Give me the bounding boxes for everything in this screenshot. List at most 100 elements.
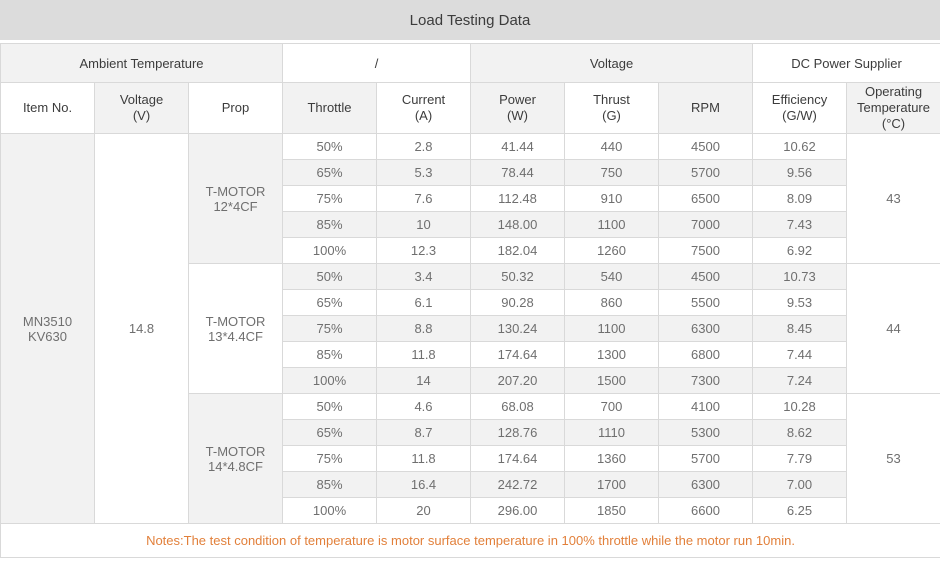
thrust-cell: 860: [564, 289, 659, 316]
thrust-cell: 910: [564, 185, 659, 212]
efficiency-cell: 9.53: [752, 289, 847, 316]
operating-temp-cell: 53: [845, 393, 940, 524]
power-cell: 130.24: [470, 315, 565, 342]
thrust-cell: 1500: [564, 367, 659, 394]
throttle-cell: 75%: [282, 315, 377, 342]
table-row: T-MOTOR 14*4.8CF 50% 4.6 68.08 700 4100 10.28 5…: [1, 393, 940, 524]
efficiency-cell: 8.62: [752, 419, 847, 446]
current-cell: 3.4: [376, 263, 471, 290]
rpm-cell: 5700: [658, 445, 753, 472]
efficiency-cell: 7.44: [752, 341, 847, 368]
thrust-cell: 1100: [564, 211, 659, 238]
current-cell: 2.8: [376, 133, 471, 160]
thrust-cell: 1260: [564, 237, 659, 264]
col-header-prop: Prop: [188, 82, 283, 134]
power-cell: 296.00: [470, 497, 565, 524]
efficiency-cell: 10.62: [752, 133, 847, 160]
throttle-cell: 75%: [282, 445, 377, 472]
throttle-cell: 85%: [282, 341, 377, 368]
efficiency-cell: 7.79: [752, 445, 847, 472]
page-title: Load Testing Data: [0, 0, 940, 40]
table-row: 75% 11.8 174.64 1360 5700 7.79: [1, 445, 940, 472]
throttle-cell: 65%: [282, 159, 377, 186]
table-row: 65% 5.3 78.44 750 5700 9.56: [1, 159, 940, 186]
efficiency-cell: 7.24: [752, 367, 847, 394]
throttle-cell: 65%: [282, 289, 377, 316]
rpm-cell: 7000: [658, 211, 753, 238]
throttle-cell: 50%: [282, 263, 377, 290]
rpm-cell: 6300: [658, 471, 753, 498]
group-header-dc-power-supplier: DC Power Supplier: [751, 43, 940, 83]
rpm-cell: 6600: [658, 497, 753, 524]
rpm-cell: 6300: [658, 315, 753, 342]
thrust-cell: 1100: [564, 315, 659, 342]
thrust-cell: 1110: [564, 419, 659, 446]
throttle-cell: 100%: [282, 367, 377, 394]
throttle-cell: 50%: [282, 393, 377, 420]
current-cell: 16.4: [376, 471, 471, 498]
power-cell: 174.64: [470, 341, 565, 368]
throttle-cell: 85%: [282, 471, 377, 498]
col-header-thrust: Thrust (G): [564, 82, 659, 134]
group-header-ambient-temperature: Ambient Temperature: [0, 43, 283, 83]
load-table-body: MN3510 KV630 14.8 T-MOTOR 12*4CF 50% 2.8 41.4…: [0, 133, 940, 524]
efficiency-cell: 10.73: [752, 263, 847, 290]
power-cell: 242.72: [470, 471, 565, 498]
power-cell: 148.00: [470, 211, 565, 238]
power-cell: 68.08: [470, 393, 565, 420]
prop-cell: T-MOTOR 13*4.4CF: [188, 263, 283, 394]
column-header-row: Item No. Voltage (V) Prop Throttle Curre…: [0, 82, 940, 134]
thrust-cell: 540: [564, 263, 659, 290]
table-row: 100% 12.3 182.04 1260 7500 6.92: [1, 237, 940, 264]
efficiency-cell: 7.00: [752, 471, 847, 498]
group-header-slash: /: [282, 43, 471, 83]
notes-row: Notes:The test condition of temperature …: [0, 523, 940, 558]
power-cell: 90.28: [470, 289, 565, 316]
efficiency-cell: 10.28: [752, 393, 847, 420]
notes-text: Notes:The test condition of temperature …: [0, 523, 940, 558]
table-row: 100% 20 296.00 1850 6600 6.25: [1, 497, 940, 524]
rpm-cell: 7500: [658, 237, 753, 264]
table-row: 85% 10 148.00 1100 7000 7.43: [1, 211, 940, 238]
rpm-cell: 4500: [658, 263, 753, 290]
power-cell: 128.76: [470, 419, 565, 446]
throttle-cell: 50%: [282, 133, 377, 160]
voltage-cell: 14.8: [94, 133, 189, 524]
thrust-cell: 1300: [564, 341, 659, 368]
table-row: MN3510 KV630 14.8 T-MOTOR 12*4CF 50% 2.8 41.4…: [0, 133, 940, 524]
thrust-cell: 440: [564, 133, 659, 160]
col-header-operating-temperature: Operating Temperature (°C): [845, 82, 940, 134]
col-header-item-no: Item No.: [0, 82, 95, 134]
thrust-cell: 700: [564, 393, 659, 420]
rpm-cell: 6800: [658, 341, 753, 368]
table-row: 65% 6.1 90.28 860 5500 9.53: [1, 289, 940, 316]
power-cell: 78.44: [470, 159, 565, 186]
current-cell: 11.8: [376, 445, 471, 472]
current-cell: 6.1: [376, 289, 471, 316]
power-cell: 207.20: [470, 367, 565, 394]
throttle-cell: 100%: [282, 497, 377, 524]
table-row: 100% 14 207.20 1500 7300 7.24: [1, 367, 940, 394]
col-header-power: Power (W): [470, 82, 565, 134]
operating-temp-cell: 43: [845, 133, 940, 264]
col-header-rpm: RPM: [658, 82, 753, 134]
power-cell: 41.44: [470, 133, 565, 160]
table-row: 85% 16.4 242.72 1700 6300 7.00: [1, 471, 940, 498]
thrust-cell: 1700: [564, 471, 659, 498]
current-cell: 20: [376, 497, 471, 524]
table-row: 65% 8.7 128.76 1110 5300 8.62: [1, 419, 940, 446]
thrust-cell: 1850: [564, 497, 659, 524]
current-cell: 8.7: [376, 419, 471, 446]
power-cell: 182.04: [470, 237, 565, 264]
rpm-cell: 4500: [658, 133, 753, 160]
prop-cell: T-MOTOR 14*4.8CF: [188, 393, 283, 524]
rpm-cell: 4100: [658, 393, 753, 420]
thrust-cell: 750: [564, 159, 659, 186]
throttle-cell: 75%: [282, 185, 377, 212]
thrust-cell: 1360: [564, 445, 659, 472]
power-cell: 112.48: [470, 185, 565, 212]
rpm-cell: 5700: [658, 159, 753, 186]
rpm-cell: 5500: [658, 289, 753, 316]
current-cell: 14: [376, 367, 471, 394]
